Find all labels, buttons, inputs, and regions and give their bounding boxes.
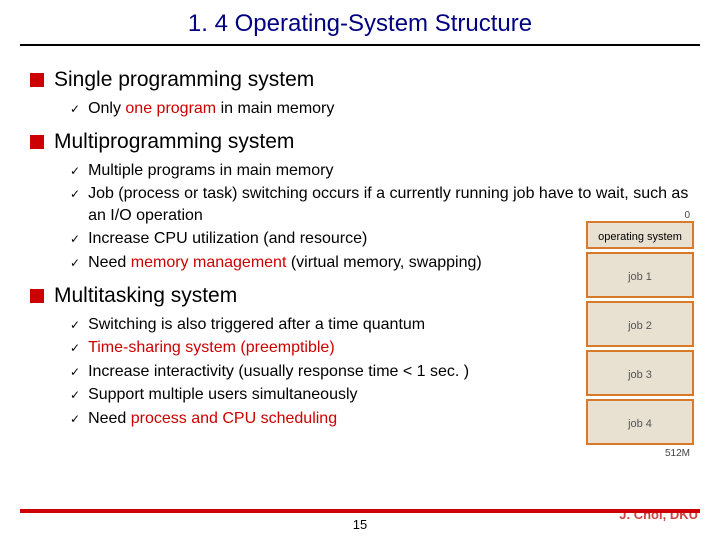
check-icon: ✓ xyxy=(70,163,80,179)
diagram-job-box: job 3 xyxy=(586,350,694,396)
subitem: ✓ Only one program in main memory xyxy=(70,98,690,120)
topic-label: Single programming system xyxy=(54,68,314,92)
subitem-text: Multiple programs in main memory xyxy=(88,160,333,182)
check-icon: ✓ xyxy=(70,364,80,380)
page-number: 15 xyxy=(0,517,720,532)
topic: Single programming system xyxy=(30,68,690,92)
footer-line xyxy=(20,509,700,513)
square-bullet-icon xyxy=(30,73,44,87)
check-icon: ✓ xyxy=(70,387,80,403)
subitems: ✓ Only one program in main memory xyxy=(70,98,690,120)
subitem-text: Switching is also triggered after a time… xyxy=(88,314,425,336)
diagram-job-box: job 2 xyxy=(586,301,694,347)
topic-label: Multiprogramming system xyxy=(54,130,294,154)
subitem-text: Only one program in main memory xyxy=(88,98,334,120)
topic: Multiprogramming system xyxy=(30,130,690,154)
square-bullet-icon xyxy=(30,289,44,303)
topic-label: Multitasking system xyxy=(54,284,237,308)
subitem: ✓ Multiple programs in main memory xyxy=(70,160,690,182)
subitem-text: Increase interactivity (usually response… xyxy=(88,361,469,383)
subitem-text: Support multiple users simultaneously xyxy=(88,384,357,406)
check-icon: ✓ xyxy=(70,317,80,333)
diagram-job-box: job 4 xyxy=(586,399,694,445)
diagram-top-label: 0 xyxy=(586,210,694,221)
diagram-os-box: operating system xyxy=(586,221,694,249)
footer: 15 xyxy=(0,509,720,532)
diagram-bottom-label: 512M xyxy=(586,448,694,459)
subitem-text: Need memory management (virtual memory, … xyxy=(88,252,482,274)
subitem-text: Time-sharing system (preemptible) xyxy=(88,337,335,359)
subitem-text: Increase CPU utilization (and resource) xyxy=(88,228,367,250)
check-icon: ✓ xyxy=(70,340,80,356)
slide-title: 1. 4 Operating-System Structure xyxy=(0,0,720,44)
check-icon: ✓ xyxy=(70,186,80,202)
check-icon: ✓ xyxy=(70,255,80,271)
check-icon: ✓ xyxy=(70,411,80,427)
diagram-job-box: job 1 xyxy=(586,252,694,298)
subitem-text: Need process and CPU scheduling xyxy=(88,408,337,430)
check-icon: ✓ xyxy=(70,101,80,117)
check-icon: ✓ xyxy=(70,231,80,247)
square-bullet-icon xyxy=(30,135,44,149)
memory-diagram: 0 operating system job 1job 2job 3job 4 … xyxy=(586,210,694,459)
